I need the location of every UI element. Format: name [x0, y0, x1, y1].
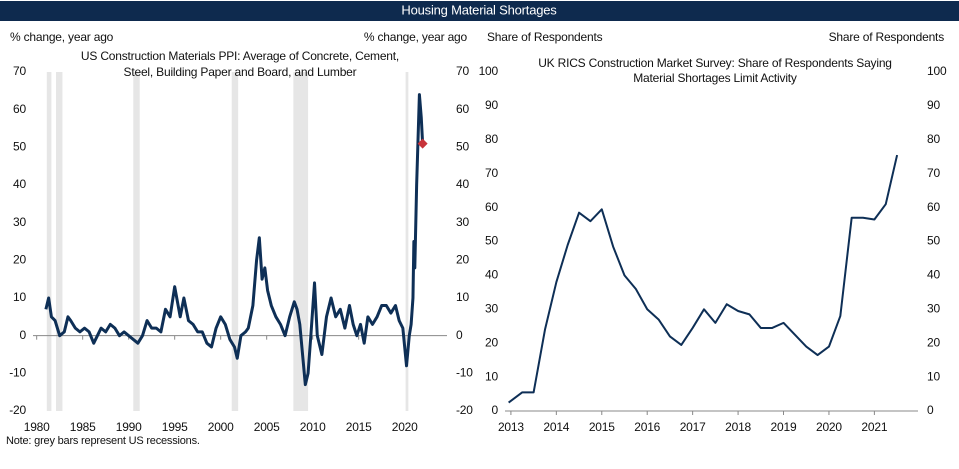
note: Note: grey bars represent US recessions. [6, 435, 200, 447]
y-tick-label: 60 [485, 200, 498, 214]
data-line [44, 93, 425, 387]
x-tick-label: 1995 [162, 420, 188, 434]
y2-tick-label: 50 [927, 234, 940, 248]
y-tick-label: -20 [9, 403, 26, 417]
y-tick-label: 40 [13, 177, 26, 191]
y2-tick-label: 80 [927, 132, 940, 146]
y2-tick-label: 20 [456, 253, 469, 267]
y2-tick-label: 60 [456, 102, 469, 116]
y2-tick-label: 10 [456, 290, 469, 304]
x-tick-label: 2014 [543, 420, 569, 434]
y2-tick-label: 0 [927, 403, 934, 417]
chart-title: UK RICS Construction Market Survey: Shar… [538, 56, 892, 70]
y2-tick-label: -20 [456, 403, 473, 417]
x-tick-label: 2018 [725, 420, 751, 434]
x-tick-label: 1980 [24, 420, 50, 434]
y-tick-label: 70 [485, 166, 498, 180]
page-title: Housing Material Shortages [401, 2, 557, 17]
chart-title: Steel, Building Paper and Board, and Lum… [124, 65, 357, 79]
y2-tick-label: 70 [456, 64, 469, 78]
y-tick-label: 80 [485, 132, 498, 146]
y2-axis-label: Share of Respondents [829, 30, 945, 44]
x-tick-label: 2015 [346, 420, 372, 434]
highlight-marker [417, 138, 428, 149]
y2-tick-label: 40 [456, 177, 469, 191]
x-tick-label: 2021 [861, 420, 887, 434]
x-tick-label: 2019 [771, 420, 797, 434]
y-tick-label: 50 [485, 234, 498, 248]
y2-tick-label: 30 [456, 215, 469, 229]
y-tick-label: 60 [13, 102, 26, 116]
x-tick-label: 2015 [589, 420, 615, 434]
y-tick-label: 20 [13, 253, 26, 267]
y-tick-label: 10 [13, 290, 26, 304]
chart-title: Material Shortages Limit Activity [633, 71, 797, 85]
header-bar [0, 1, 959, 21]
recession-bar [293, 72, 309, 411]
recession-bar [56, 72, 63, 411]
y-tick-label: 30 [13, 215, 26, 229]
recession-bar [405, 72, 409, 411]
y2-tick-label: -10 [456, 366, 473, 380]
x-tick-label: 2000 [208, 420, 234, 434]
y-tick-label: 70 [13, 64, 26, 78]
x-tick-label: 2016 [634, 420, 660, 434]
y-axis-label: % change, year ago [10, 30, 114, 44]
x-tick-label: 2010 [300, 420, 326, 434]
recession-bar [133, 72, 140, 411]
recession-bar [46, 72, 52, 411]
x-tick-label: 2020 [816, 420, 842, 434]
x-tick-label: 2017 [680, 420, 706, 434]
chart-title: US Construction Materials PPI: Average o… [81, 49, 399, 63]
y-tick-label: 90 [485, 98, 498, 112]
y2-tick-label: 10 [927, 369, 940, 383]
y-tick-label: 0 [492, 403, 499, 417]
y-tick-label: -10 [9, 366, 26, 380]
x-tick-label: 2020 [392, 420, 418, 434]
x-tick-label: 1990 [116, 420, 142, 434]
y2-tick-label: 90 [927, 98, 940, 112]
y2-tick-label: 0 [456, 328, 463, 342]
y2-tick-label: 100 [927, 64, 947, 78]
y-tick-label: 10 [485, 369, 498, 383]
y2-tick-label: 50 [456, 140, 469, 154]
y2-axis-label: % change, year ago [364, 30, 468, 44]
y2-tick-label: 20 [927, 335, 940, 349]
y-tick-label: 0 [20, 328, 27, 342]
y2-tick-label: 30 [927, 301, 940, 315]
y-tick-label: 100 [479, 64, 499, 78]
data-line [508, 154, 899, 404]
y-tick-label: 20 [485, 335, 498, 349]
x-tick-label: 1985 [70, 420, 96, 434]
y-axis-label: Share of Respondents [487, 30, 603, 44]
y-tick-label: 50 [13, 140, 26, 154]
x-tick-label: 2005 [254, 420, 280, 434]
x-tick-label: 2013 [498, 420, 524, 434]
y2-tick-label: 60 [927, 200, 940, 214]
y2-tick-label: 70 [927, 166, 940, 180]
y-tick-label: 40 [485, 268, 498, 282]
recession-bar [231, 72, 239, 411]
y-tick-label: 30 [485, 301, 498, 315]
y2-tick-label: 40 [927, 268, 940, 282]
